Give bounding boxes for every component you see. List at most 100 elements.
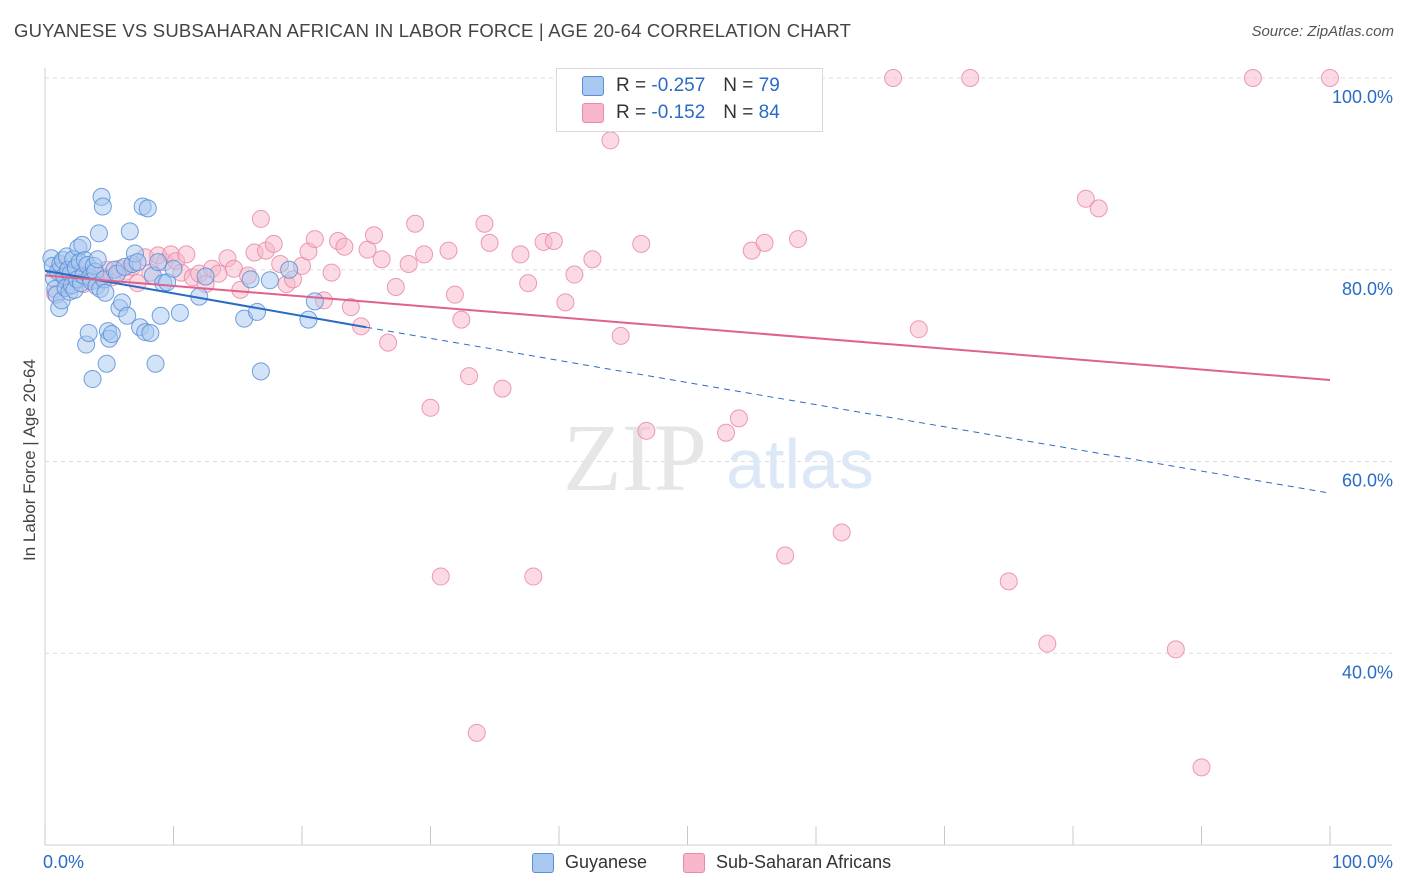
guyanese-point: [79, 324, 98, 343]
guyanese-point: [196, 267, 215, 286]
axis-layer: [44, 68, 1392, 846]
grid-layer: [45, 77, 1392, 654]
subsaharan-point: [386, 278, 405, 297]
guyanese-point: [118, 306, 137, 325]
subsaharan-point: [556, 293, 575, 312]
legend-swatch-subsaharan: [582, 103, 604, 123]
subsaharan-point: [379, 333, 398, 352]
guyanese-point: [128, 253, 147, 272]
legend-n-value: 84: [758, 102, 780, 123]
guyanese-point: [305, 292, 324, 311]
subsaharan-point: [717, 423, 736, 442]
guyanese-point: [146, 354, 165, 373]
y-tick-label: 60.0%: [1342, 471, 1393, 491]
trend-layer: [44, 269, 1331, 494]
bottom-legend-swatch-guyanese: [532, 852, 554, 873]
subsaharan-point: [789, 230, 808, 249]
guyanese-point: [164, 259, 183, 278]
subsaharan-point: [251, 209, 270, 228]
y-tick-label: 40.0%: [1342, 662, 1393, 682]
subsaharan-point: [583, 250, 602, 269]
legend-swatch-guyanese: [582, 76, 604, 96]
subsaharan-point: [961, 69, 980, 87]
subsaharan-point: [322, 263, 341, 282]
legend-n-label: N =: [723, 75, 754, 96]
guyanese-point: [97, 354, 116, 373]
subsaharan-point: [421, 398, 440, 417]
legend-r-label: R =: [616, 75, 647, 96]
legend-r-value: -0.152: [651, 102, 706, 123]
subsaharan-point: [1166, 640, 1185, 659]
subsaharan-point: [637, 421, 656, 440]
x-tick-label-min: 0.0%: [43, 852, 85, 872]
subsaharan-point: [431, 567, 450, 586]
points-layer: [42, 69, 1339, 777]
guyanese-point: [73, 235, 92, 254]
source-credit: Source: ZipAtlas.com: [1251, 23, 1394, 40]
subsaharan-point: [480, 233, 499, 252]
subsaharan-point: [1038, 634, 1057, 653]
x-tick-label-max: 100.0%: [1331, 852, 1393, 872]
legend-row-subsaharan: R = -0.152 N = 84: [557, 100, 780, 126]
subsaharan-point: [460, 367, 479, 386]
subsaharan-point: [1076, 189, 1095, 208]
subsaharan-point: [406, 214, 425, 233]
bottom-legend-label-guyanese: Guyanese: [565, 852, 648, 872]
guyanese-point: [260, 271, 279, 290]
bottom-legend-subsaharan: Sub-Saharan Africans: [683, 852, 891, 873]
guyanese-point: [299, 310, 318, 329]
guyanese-point: [96, 283, 115, 302]
subsaharan-point: [1321, 69, 1339, 87]
subsaharan-point: [999, 572, 1018, 591]
subsaharan-point: [475, 214, 494, 233]
subsaharan-point: [1089, 199, 1108, 218]
subsaharan-point: [335, 237, 354, 256]
subsaharan-point: [729, 409, 748, 428]
legend-row-guyanese: R = -0.257 N = 79: [557, 73, 780, 99]
subsaharan-point: [493, 379, 512, 398]
subsaharan-point: [776, 546, 795, 565]
guyanese-point: [280, 260, 299, 279]
subsaharan-point: [452, 310, 471, 329]
subsaharan-point: [1243, 69, 1262, 87]
subsaharan-point: [909, 320, 928, 339]
guyanese-point: [93, 197, 112, 216]
subsaharan-point: [544, 231, 563, 250]
subsaharan-point: [439, 241, 458, 260]
subsaharan-point: [524, 567, 543, 586]
subsaharan-point: [832, 523, 851, 542]
guyanese-point: [151, 306, 170, 325]
subsaharan-point: [372, 250, 391, 269]
subsaharan-point: [415, 245, 434, 264]
subsaharan-point: [445, 285, 464, 304]
legend-n-label: N =: [723, 102, 754, 123]
guyanese-point: [141, 324, 160, 343]
guyanese-trend-extension: [366, 326, 1331, 494]
subsaharan-point: [511, 245, 530, 264]
y-tick-label: 100.0%: [1332, 87, 1393, 107]
correlation-legend: R = -0.257 N = 79 R = -0.152 N = 84: [556, 68, 823, 132]
subsaharan-point: [1192, 758, 1211, 777]
subsaharan-point: [632, 234, 651, 253]
subsaharan-point: [305, 230, 324, 249]
guyanese-point: [102, 324, 121, 343]
subsaharan-trend-line: [44, 274, 1331, 382]
legend-r-value: -0.257: [651, 75, 706, 96]
guyanese-point: [149, 253, 168, 272]
subsaharan-point: [755, 233, 774, 252]
guyanese-point: [170, 303, 189, 322]
subsaharan-point: [364, 226, 383, 245]
guyanese-point: [88, 250, 107, 269]
subsaharan-point: [399, 254, 418, 273]
watermark-zip: ZIP: [563, 404, 707, 511]
subsaharan-point: [611, 326, 630, 345]
subsaharan-point: [565, 265, 584, 284]
guyanese-point: [251, 362, 270, 381]
legend-n-value: 79: [758, 75, 780, 96]
subsaharan-point: [519, 274, 538, 293]
bottom-legend-swatch-subsaharan: [683, 852, 705, 873]
y-tick-labels: 100.0% 80.0% 60.0% 40.0%: [1332, 87, 1393, 682]
subsaharan-point: [341, 298, 360, 317]
guyanese-point: [138, 199, 157, 218]
